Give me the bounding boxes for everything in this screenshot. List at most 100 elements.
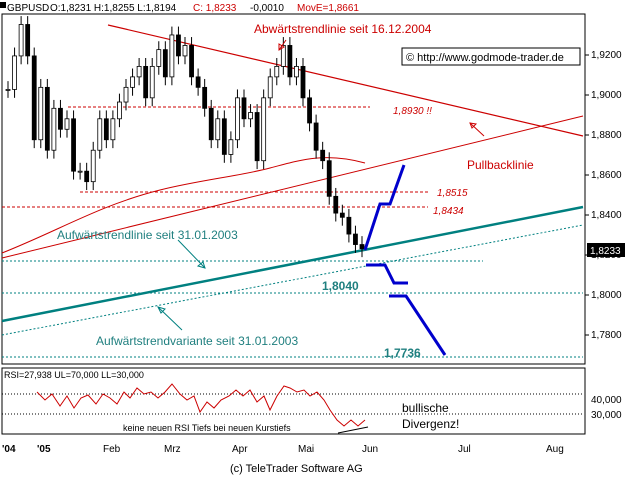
- rsi-header: RSI=27,938 UL=70,000 LL=30,000: [4, 370, 144, 380]
- uptrend-variant-arrow: [157, 306, 183, 331]
- annotation-arrows: [157, 39, 485, 331]
- candle-body: [136, 65, 142, 78]
- x-tick-label: Aug: [546, 444, 564, 455]
- candle-body: [287, 45, 293, 78]
- candle-body: [254, 112, 260, 162]
- price-tick-label: 1,8600: [591, 170, 622, 181]
- level-lines: [2, 106, 583, 358]
- candle-body: [162, 49, 168, 78]
- divergence-line: [337, 426, 369, 434]
- x-axis: '04 '05 Feb Mrz Apr Mai Jun Jul Aug: [2, 444, 564, 455]
- candle-body: [261, 97, 267, 162]
- projection-down-1: [366, 263, 408, 285]
- candle-body: [359, 244, 365, 250]
- price-tick-label: 1,8400: [591, 210, 622, 221]
- candle-body: [90, 149, 96, 183]
- level-1-7736-label: 1,7736: [384, 346, 421, 360]
- candle-body: [38, 86, 44, 141]
- ohlc-label: O:1,8231 H:1,8255 L:1,8194: [50, 3, 177, 14]
- series-marker-icon: [0, 2, 6, 8]
- candle-body: [353, 233, 358, 245]
- rsi-panel-frame: [1, 367, 586, 435]
- x-tick-label: Jun: [362, 444, 378, 455]
- x-tick-label: '05: [37, 444, 51, 455]
- candle-body: [5, 89, 11, 91]
- watermark: © http://www.godmode-trader.de: [401, 47, 581, 66]
- candle-body: [202, 86, 208, 109]
- uptrend-annotation: Aufwärtstrendlinie seit 31.01.2003: [57, 228, 238, 242]
- price-panel-frame: [1, 13, 586, 365]
- projection-down-2: [389, 294, 447, 356]
- candle-body: [267, 76, 273, 99]
- candle-body: [25, 24, 31, 57]
- candle-body: [143, 65, 149, 99]
- candle-body: [326, 160, 332, 197]
- uptrend-line: [1, 205, 584, 323]
- level-1-8930-label: 1,8930 !!: [393, 106, 432, 117]
- candle-body: [241, 97, 247, 120]
- x-tick-label: Apr: [232, 444, 248, 455]
- candle-body: [71, 118, 76, 172]
- candle-body: [182, 45, 188, 57]
- candle-body: [156, 49, 162, 67]
- last-price-badge: 1,8233: [587, 243, 625, 257]
- candle-body: [274, 65, 280, 78]
- pullback-arrow: [469, 122, 485, 137]
- candle-body: [313, 122, 319, 151]
- divergence-annotation-1: bullische: [402, 401, 449, 415]
- level-1-8040-label: 1,8040: [322, 279, 359, 293]
- candle-body: [189, 45, 194, 78]
- candle-body: [208, 107, 214, 141]
- candle-body: [12, 55, 17, 90]
- pullback-annotation: Pullbacklinie: [467, 158, 534, 172]
- trend-lines: [1, 24, 584, 336]
- candle-body: [228, 139, 234, 155]
- candle-body: [77, 170, 83, 173]
- candle-body: [117, 101, 122, 120]
- level-1-8434-label: 1,8434: [433, 206, 464, 217]
- candle-body: [280, 45, 286, 67]
- annotations: Abwärtstrendlinie seit 16.12.2004 Pullba…: [57, 22, 534, 360]
- downtrend-annotation: Abwärtstrendlinie seit 16.12.2004: [254, 22, 432, 36]
- price-tick-label: 1,8000: [591, 290, 622, 301]
- candle-body: [339, 212, 345, 218]
- candle-body: [176, 34, 181, 57]
- close-label: C: 1,8233: [193, 3, 237, 14]
- candle-body: [215, 118, 221, 141]
- candle-body: [235, 97, 240, 141]
- rsi-tick-label: 30,000: [591, 410, 622, 421]
- candle-body: [18, 24, 24, 57]
- price-header: GBPUSD O:1,8231 H:1,8255 L:1,8194 C: 1,8…: [0, 2, 359, 14]
- downtrend-arrow: [278, 39, 287, 51]
- candle-body: [58, 107, 63, 130]
- x-tick-label: Mrz: [164, 444, 181, 455]
- level-1-8515-label: 1,8515: [437, 188, 468, 199]
- candle-body: [346, 216, 352, 235]
- candle-body: [248, 112, 253, 120]
- candle-body: [84, 170, 90, 183]
- x-tick-label: Jul: [458, 444, 471, 455]
- downtrend-line: [107, 24, 584, 137]
- last-price-text: 1,8233: [590, 246, 621, 257]
- change-label: -0,0010: [250, 3, 284, 14]
- candle-body: [195, 76, 201, 88]
- rsi-tick-label: 40,000: [591, 395, 622, 406]
- candle-body: [110, 118, 116, 141]
- candle-body: [333, 195, 339, 214]
- candle-body: [123, 86, 129, 103]
- price-tick-label: 1,9000: [591, 90, 622, 101]
- candle-body: [300, 65, 306, 99]
- candle-body: [31, 55, 37, 141]
- candle-body: [103, 118, 109, 141]
- candle-body: [294, 65, 299, 78]
- projection-up: [363, 164, 406, 251]
- price-tick-label: 1,8800: [591, 130, 622, 141]
- price-y-axis: 1,9200 1,9000 1,8800 1,8600 1,8400 1,820…: [585, 50, 622, 341]
- watermark-text: © http://www.godmode-trader.de: [406, 52, 564, 64]
- moving-avg-label: MovE=1,8661: [297, 3, 359, 14]
- candle-body: [64, 118, 70, 130]
- candle-body: [51, 107, 57, 151]
- rsi-line: [36, 383, 366, 427]
